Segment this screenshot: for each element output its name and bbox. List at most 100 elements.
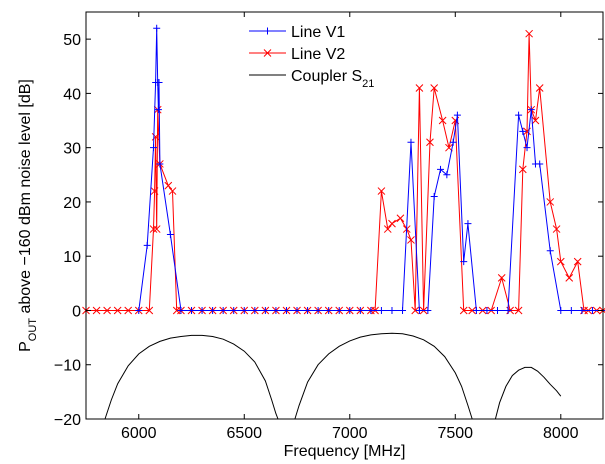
line-v2-point	[556, 257, 565, 266]
y-tick-label: 10	[63, 249, 81, 266]
line-v1-point	[261, 306, 269, 314]
line-v1-point	[407, 138, 415, 146]
line-v1-point	[515, 111, 523, 119]
line-v1-point	[346, 306, 354, 314]
line-v1-point	[230, 306, 238, 314]
line-v2-point	[396, 214, 405, 223]
line-v2-point	[430, 84, 439, 92]
line-v2-point	[113, 306, 122, 315]
line-v2-point	[149, 225, 158, 233]
legend-label-line-v1: Line V1	[291, 24, 345, 41]
line-v1-point	[578, 306, 586, 314]
line-v2-point	[518, 165, 527, 174]
tick-layer: 6000 6500 7000 7500 8000 −20 −10 0 10 20 30 40 50	[54, 12, 603, 442]
y-axis-label-main: P	[17, 341, 34, 352]
line-v2-point	[497, 274, 506, 282]
line-v1-point	[135, 306, 143, 314]
legend-marker-line-v1	[264, 27, 271, 35]
legend-label-text: Coupler S	[291, 68, 362, 85]
line-v1-point	[453, 111, 461, 119]
coupler-s21-line	[294, 332, 473, 420]
line-v1-point	[388, 306, 396, 314]
line-v1-point	[251, 306, 259, 314]
line-v1-point	[430, 193, 438, 201]
legend-label-subscript: 21	[362, 78, 374, 90]
line-v1-point	[155, 79, 163, 87]
line-v1-point	[493, 306, 501, 314]
line-v2-point	[426, 138, 434, 147]
line-v2-point	[383, 225, 392, 233]
line-v2-point	[407, 236, 415, 244]
line-v1-point	[166, 230, 174, 238]
x-tick-label: 7500	[437, 425, 473, 442]
x-tick-label: 6000	[121, 425, 157, 442]
line-v2-point	[531, 116, 540, 125]
line-v2-point	[388, 219, 396, 228]
x-tick-label: 7000	[332, 425, 368, 442]
legend-label-text: Line V2	[291, 46, 345, 63]
line-v1-point	[567, 306, 575, 314]
line-v1-point	[143, 241, 151, 249]
line-v2-point	[525, 29, 533, 38]
line-v1-point	[424, 306, 432, 314]
line-v1-line	[138, 28, 603, 311]
legend-label-line-v2: Line V2	[291, 46, 345, 63]
line-v1-point	[177, 306, 185, 314]
y-axis-label-rest: above −160 dBm noise level [dB]	[17, 79, 34, 318]
line-v1-point	[527, 106, 535, 114]
line-v1-point	[536, 160, 544, 168]
line-v2-point	[145, 306, 154, 315]
line-v1-point	[519, 127, 527, 135]
y-tick-label: 40	[63, 86, 81, 103]
line-v1-point	[460, 258, 468, 266]
line-v1-point	[282, 306, 290, 314]
line-v2-point	[103, 306, 111, 315]
line-v1-point	[399, 306, 407, 314]
y-tick-label: −20	[54, 412, 81, 429]
line-v2-point	[552, 225, 561, 233]
line-v1-point	[219, 306, 227, 314]
y-axis-label-sub: OUT	[27, 318, 39, 342]
line-v2-point	[92, 306, 101, 315]
line-v2-point	[411, 306, 420, 315]
y-axis-label: POUT above −160 dBm noise level [dB]	[17, 79, 39, 352]
legend-box	[245, 18, 397, 84]
y-tick-label: −10	[54, 358, 81, 375]
line-v1-point	[304, 306, 312, 314]
line-v1-point	[156, 160, 164, 168]
line-v2-point	[377, 187, 386, 195]
line-v2-point	[150, 187, 159, 195]
line-v2-point	[546, 198, 555, 206]
x-tick-label: 6500	[226, 425, 262, 442]
line-v1-point	[335, 306, 343, 314]
line-v1-point	[367, 306, 375, 314]
line-v2-point	[468, 306, 477, 315]
x-axis-label: Frequency [MHz]	[284, 443, 406, 460]
line-v1-point	[472, 306, 480, 314]
line-v1-point	[523, 144, 531, 152]
plot-frame	[85, 11, 604, 420]
line-v2-point	[124, 306, 133, 315]
line-v1-point	[557, 306, 565, 314]
line-v1-point	[356, 306, 364, 314]
line-v2-point	[514, 306, 523, 315]
line-v1-point	[325, 306, 333, 314]
line-v2-point	[168, 187, 177, 195]
y-tick-label: 20	[63, 195, 81, 212]
series-layer	[82, 24, 605, 420]
coupler-s21-line	[104, 334, 279, 420]
line-v1-point	[188, 306, 196, 314]
line-v1-point	[377, 306, 385, 314]
line-v1-point	[150, 144, 158, 152]
line-v2-point	[573, 257, 582, 266]
line-v1-point	[415, 306, 423, 314]
line-v1-point	[588, 306, 596, 314]
line-v1-point	[314, 306, 322, 314]
line-v1-point	[272, 306, 280, 314]
line-v1-point	[198, 306, 206, 314]
line-v1-point	[153, 24, 161, 32]
line-v2-point	[438, 116, 447, 125]
legend-label-coupler-s: Coupler S21	[291, 68, 374, 90]
line-v2-point	[459, 306, 468, 315]
